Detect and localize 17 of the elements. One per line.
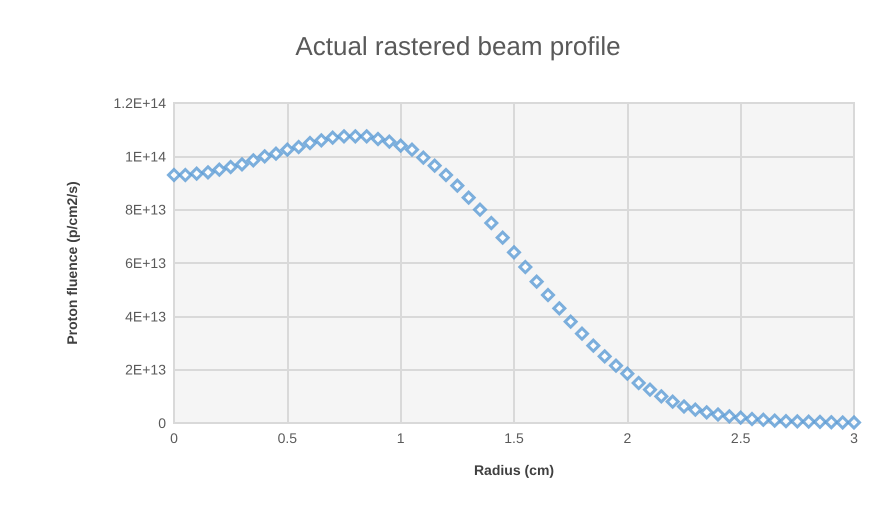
y-axis-title: Proton fluence (p/cm2/s) — [64, 181, 80, 345]
chart-title: Actual rastered beam profile — [295, 31, 621, 61]
y-tick-label: 2E+13 — [125, 362, 166, 378]
y-tick-label: 1.2E+14 — [113, 95, 166, 111]
y-tick-label: 6E+13 — [125, 255, 166, 271]
y-tick-label: 0 — [158, 415, 166, 431]
y-tick-label: 4E+13 — [125, 308, 166, 324]
x-tick-label: 1 — [396, 430, 405, 446]
x-tick-label: 3 — [850, 430, 858, 446]
x-tick-label: 2 — [623, 430, 632, 446]
y-tick-label: 8E+13 — [125, 202, 166, 218]
y-tick-label: 1E+14 — [125, 148, 166, 164]
x-tick-label: 2.5 — [730, 430, 751, 446]
x-tick-label: 0 — [170, 430, 178, 446]
x-axis-title: Radius (cm) — [474, 462, 554, 478]
x-tick-label: 0.5 — [278, 430, 298, 446]
x-tick-label: 1.5 — [504, 430, 524, 446]
